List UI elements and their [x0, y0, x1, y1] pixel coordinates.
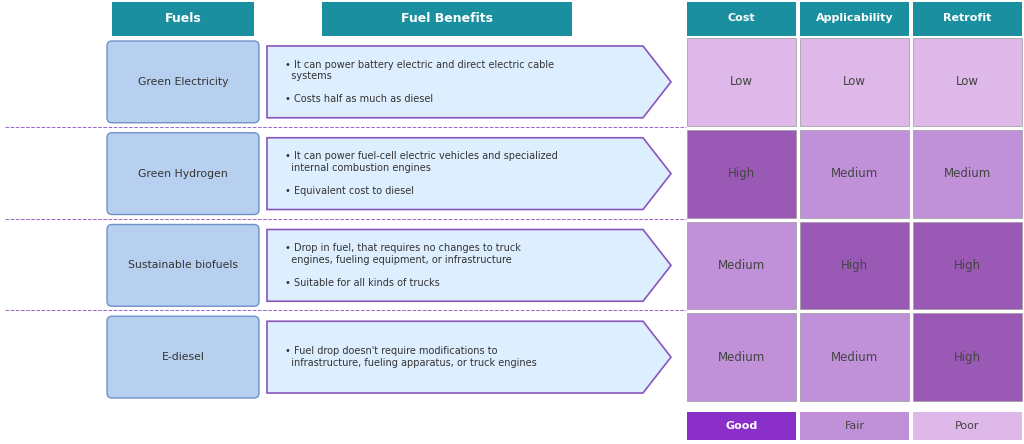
- FancyBboxPatch shape: [913, 2, 1022, 36]
- FancyBboxPatch shape: [800, 38, 909, 126]
- FancyBboxPatch shape: [687, 130, 796, 218]
- FancyBboxPatch shape: [800, 2, 909, 36]
- Text: • Equivalent cost to diesel: • Equivalent cost to diesel: [285, 186, 414, 196]
- Text: Medium: Medium: [718, 259, 765, 272]
- Text: Medium: Medium: [830, 351, 879, 364]
- FancyBboxPatch shape: [913, 313, 1022, 401]
- Text: Cost: Cost: [728, 13, 756, 23]
- FancyBboxPatch shape: [800, 412, 909, 440]
- FancyBboxPatch shape: [913, 222, 1022, 309]
- Polygon shape: [267, 138, 671, 210]
- Text: engines, fueling equipment, or infrastructure: engines, fueling equipment, or infrastru…: [285, 254, 512, 265]
- FancyBboxPatch shape: [687, 313, 796, 401]
- Text: Low: Low: [956, 75, 979, 88]
- Text: Fuels: Fuels: [165, 12, 202, 24]
- Polygon shape: [267, 230, 671, 301]
- Polygon shape: [267, 321, 671, 393]
- FancyBboxPatch shape: [112, 2, 254, 36]
- Text: Green Hydrogen: Green Hydrogen: [138, 169, 228, 178]
- Text: • Suitable for all kinds of trucks: • Suitable for all kinds of trucks: [285, 278, 439, 288]
- Text: High: High: [954, 351, 981, 364]
- Text: Medium: Medium: [830, 167, 879, 180]
- Text: • Fuel drop doesn't require modifications to: • Fuel drop doesn't require modification…: [285, 346, 498, 357]
- FancyBboxPatch shape: [913, 130, 1022, 218]
- Text: • It can power fuel-cell electric vehicles and specialized: • It can power fuel-cell electric vehicl…: [285, 151, 558, 161]
- FancyBboxPatch shape: [687, 2, 796, 36]
- FancyBboxPatch shape: [687, 222, 796, 309]
- FancyBboxPatch shape: [913, 38, 1022, 126]
- FancyBboxPatch shape: [106, 316, 259, 398]
- FancyBboxPatch shape: [913, 412, 1022, 440]
- Text: Medium: Medium: [944, 167, 991, 180]
- Polygon shape: [267, 46, 671, 118]
- Text: High: High: [728, 167, 755, 180]
- Text: • Costs half as much as diesel: • Costs half as much as diesel: [285, 94, 433, 104]
- Text: Poor: Poor: [955, 421, 980, 431]
- FancyBboxPatch shape: [800, 130, 909, 218]
- Text: Good: Good: [725, 421, 758, 431]
- Text: Green Electricity: Green Electricity: [138, 77, 228, 87]
- Text: High: High: [841, 259, 868, 272]
- Text: • Drop in fuel, that requires no changes to truck: • Drop in fuel, that requires no changes…: [285, 243, 521, 253]
- Text: • It can power battery electric and direct electric cable: • It can power battery electric and dire…: [285, 59, 554, 70]
- Text: internal combustion engines: internal combustion engines: [285, 163, 431, 173]
- Text: Low: Low: [730, 75, 753, 88]
- FancyBboxPatch shape: [800, 313, 909, 401]
- Text: Medium: Medium: [718, 351, 765, 364]
- FancyBboxPatch shape: [106, 41, 259, 123]
- Text: systems: systems: [285, 71, 332, 81]
- Text: E-diesel: E-diesel: [162, 352, 205, 362]
- Text: Sustainable biofuels: Sustainable biofuels: [128, 260, 238, 270]
- Text: Fuel Benefits: Fuel Benefits: [401, 12, 493, 24]
- Text: Fair: Fair: [845, 421, 864, 431]
- Text: infrastructure, fueling apparatus, or truck engines: infrastructure, fueling apparatus, or tr…: [285, 358, 537, 368]
- FancyBboxPatch shape: [322, 2, 572, 36]
- Text: High: High: [954, 259, 981, 272]
- FancyBboxPatch shape: [800, 222, 909, 309]
- Text: Retrofit: Retrofit: [943, 13, 991, 23]
- FancyBboxPatch shape: [106, 225, 259, 306]
- Text: Applicability: Applicability: [816, 13, 893, 23]
- Text: Low: Low: [843, 75, 866, 88]
- FancyBboxPatch shape: [687, 38, 796, 126]
- FancyBboxPatch shape: [106, 133, 259, 214]
- FancyBboxPatch shape: [687, 412, 796, 440]
